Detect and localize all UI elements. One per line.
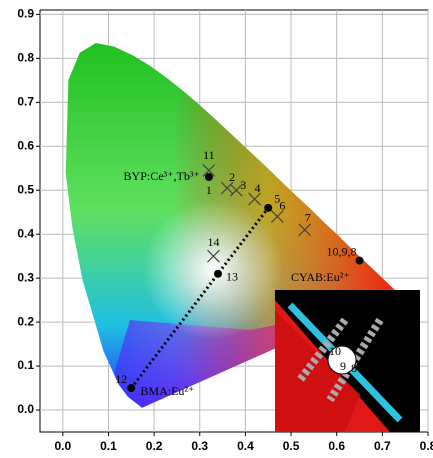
inset-label: 8 [351,361,357,375]
point [127,384,135,392]
point-label: 3 [240,178,246,192]
point-label: 11 [203,148,215,162]
point-label: 13 [226,270,238,284]
y-tick-label: 0.2 [17,314,34,328]
y-tick-label: 0.1 [17,358,34,372]
point-label: 12 [115,372,127,386]
point [214,270,222,278]
point-label: 14 [207,235,219,249]
annotation: BYP:Ce³⁺,Tb³⁺ [124,169,200,183]
y-tick-label: 0.5 [17,182,34,196]
x-tick-label: 0.6 [328,439,345,453]
point [264,204,272,212]
y-tick-label: 0.8 [17,51,34,65]
y-tick-label: 0.4 [17,226,34,240]
annotation: BMA:Eu²⁺ [140,384,194,398]
point-label: 2 [229,170,235,184]
y-tick-label: 0.3 [17,270,34,284]
x-tick-label: 0.8 [420,439,433,453]
inset-label: 9 [340,359,346,373]
y-tick-label: 0.6 [17,138,34,152]
point-label: 1 [206,183,212,197]
y-tick-label: 0.9 [17,7,34,21]
annotation: CYAB:Eu²⁺ [291,270,350,284]
inset-label: 10 [329,344,341,358]
y-tick-label: 0.7 [17,94,34,108]
x-tick-label: 0.3 [191,439,208,453]
x-tick-label: 0.2 [146,439,163,453]
x-tick-label: 0.7 [374,439,391,453]
point [356,257,364,265]
chart: 10 9 8 0.0 0.1 0.2 0.3 0.4 0.5 0.6 0.7 0.8 0.0 0.1… [0,0,433,458]
y-tick-label: 0.0 [17,402,34,416]
x-tick-label: 0.5 [283,439,300,453]
x-tick-label: 0.4 [237,439,254,453]
point-label: 6 [279,198,285,212]
point-label: 4 [255,181,261,195]
x-tick-label: 0.1 [100,439,117,453]
point-label: 10,9,8 [327,244,357,258]
inset: 10 9 8 [275,290,420,432]
x-tick-label: 0.0 [54,439,71,453]
point-label: 7 [305,211,311,225]
point [205,173,213,181]
